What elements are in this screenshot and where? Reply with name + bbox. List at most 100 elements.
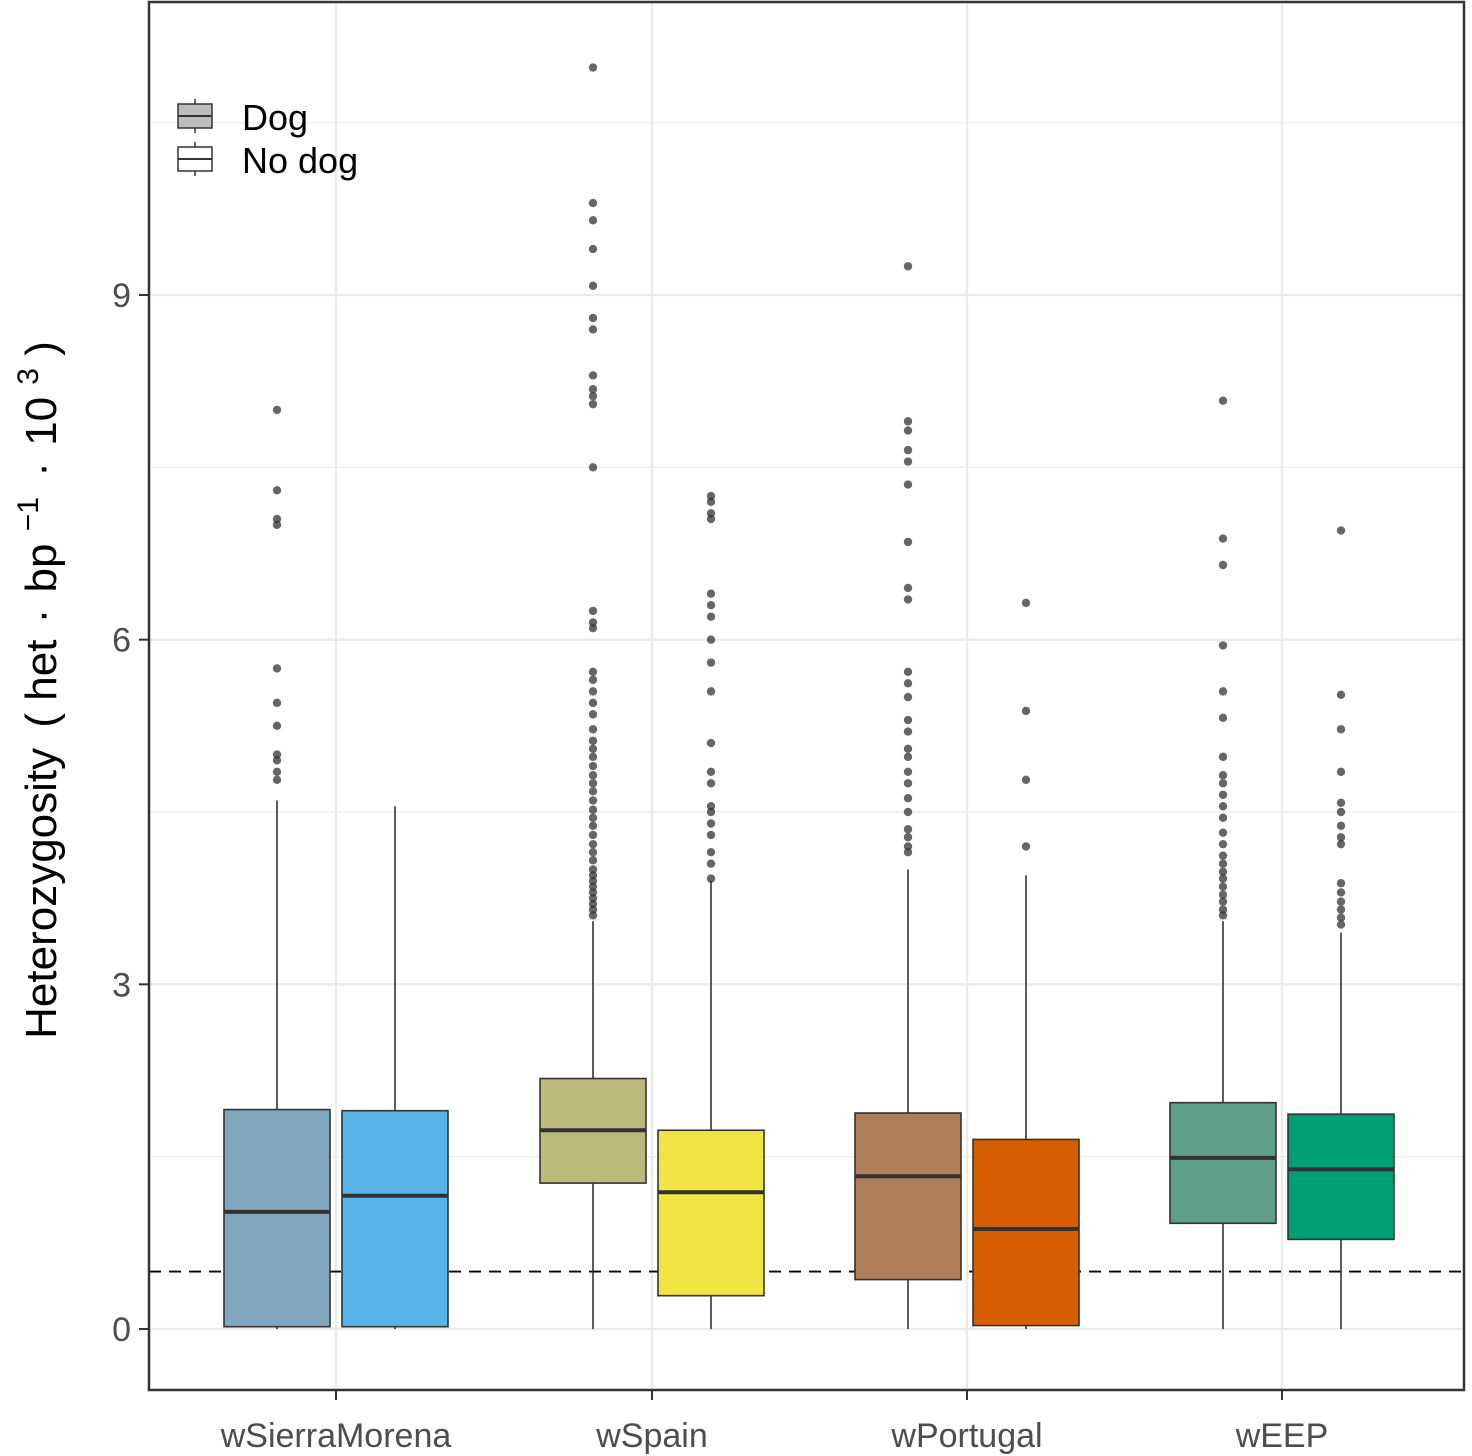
outlier-point xyxy=(706,601,716,610)
outlier-point xyxy=(272,514,282,524)
outlier-point xyxy=(272,405,282,415)
outlier-point xyxy=(588,313,598,323)
outlier-point xyxy=(1218,534,1228,543)
outlier-point xyxy=(588,905,598,914)
outlier-point xyxy=(903,445,913,455)
outlier-point xyxy=(272,767,282,776)
outlier-point xyxy=(706,509,716,518)
outlier-point xyxy=(1218,874,1228,883)
outlier-point xyxy=(588,725,598,734)
outlier-point xyxy=(1218,911,1228,920)
outlier-point xyxy=(588,371,598,380)
outlier-point xyxy=(1021,842,1031,851)
grid-lines xyxy=(149,2,1464,1390)
outlier-point xyxy=(588,876,598,886)
legend-item-dog: Dog xyxy=(177,97,308,138)
box-body xyxy=(972,1138,1080,1327)
outlier-point xyxy=(588,623,598,633)
outlier-point xyxy=(1218,687,1228,696)
box-body xyxy=(1287,1113,1395,1241)
outlier-point xyxy=(588,882,598,891)
box-body xyxy=(341,1109,449,1328)
outlier-point xyxy=(588,463,598,472)
outlier-point xyxy=(1336,807,1346,817)
outlier-point xyxy=(903,667,913,677)
outlier-point xyxy=(1218,641,1228,650)
outlier-point xyxy=(588,848,598,857)
outlier-point xyxy=(588,761,598,771)
outlier-point xyxy=(588,216,598,225)
y-title-ten-exponent: 3 xyxy=(12,368,45,385)
outlier-point xyxy=(903,767,913,776)
outlier-point xyxy=(903,744,913,754)
box-wSpain-dog xyxy=(539,63,647,1329)
outlier-point xyxy=(706,612,716,621)
x-tick-label: wPortugal xyxy=(890,1417,1042,1455)
outlier-point xyxy=(588,796,598,805)
outlier-point xyxy=(588,805,598,814)
outlier-point xyxy=(1218,779,1228,788)
outlier-point xyxy=(1336,888,1346,897)
outlier-point xyxy=(588,830,598,840)
outlier-point xyxy=(588,198,598,208)
panel-border xyxy=(147,0,1466,1392)
outlier-point xyxy=(1336,897,1346,906)
outlier-point xyxy=(588,736,598,745)
outlier-point xyxy=(588,839,598,849)
y-axis-title: Heterozygosity ( het · bp −1 · 10 3 ) xyxy=(0,341,66,1039)
outlier-point xyxy=(706,807,716,817)
outlier-point xyxy=(1218,851,1228,860)
y-title-het: het xyxy=(17,640,66,701)
outlier-point xyxy=(588,687,598,696)
outlier-point xyxy=(1336,879,1346,888)
y-title-close-paren: ) xyxy=(17,341,66,356)
outlier-point xyxy=(903,692,913,702)
box-wPortugal-dog xyxy=(854,262,962,1329)
outlier-point xyxy=(706,491,716,501)
box-body xyxy=(223,1108,331,1328)
outlier-point xyxy=(1336,839,1346,849)
outlier-point xyxy=(1218,790,1228,799)
outlier-point xyxy=(1218,905,1228,914)
outlier-point xyxy=(1218,396,1228,405)
outlier-point xyxy=(903,825,913,834)
outlier-point xyxy=(1218,713,1228,722)
legend: Dog No dog xyxy=(177,97,358,181)
outlier-point xyxy=(1218,802,1228,811)
outlier-point xyxy=(1336,798,1346,808)
outlier-point xyxy=(1336,920,1346,929)
outlier-point xyxy=(706,497,716,506)
outlier-point xyxy=(588,385,598,394)
box-wSierraMorena-no-dog xyxy=(341,806,449,1329)
outlier-point xyxy=(1218,867,1228,876)
outlier-point xyxy=(1021,598,1031,608)
box-wEEP-dog xyxy=(1169,396,1277,1329)
outlier-point xyxy=(903,426,913,435)
y-title-bp-exponent: −1 xyxy=(12,497,45,531)
outlier-point xyxy=(1336,725,1346,734)
outlier-point xyxy=(1218,560,1228,570)
outlier-point xyxy=(272,520,282,529)
outlier-point xyxy=(588,744,598,754)
outlier-point xyxy=(903,727,913,736)
outlier-point xyxy=(1218,839,1228,849)
outlier-point xyxy=(903,583,913,593)
box-wSpain-no-dog xyxy=(657,491,765,1329)
outlier-point xyxy=(1021,706,1031,716)
outlier-point xyxy=(1218,813,1228,822)
outlier-point xyxy=(272,721,282,731)
outlier-point xyxy=(903,537,913,547)
y-tick-label: 6 xyxy=(112,622,131,660)
outlier-point xyxy=(588,893,598,903)
y-tick-label: 3 xyxy=(112,966,131,1004)
outlier-point xyxy=(272,486,282,495)
outlier-point xyxy=(706,767,716,776)
outlier-point xyxy=(588,856,598,865)
outlier-point xyxy=(272,756,282,765)
outlier-point xyxy=(903,833,913,842)
outlier-point xyxy=(588,325,598,334)
y-title-dot-2: · xyxy=(17,462,66,477)
outlier-point xyxy=(706,635,716,644)
box-body xyxy=(657,1129,765,1297)
